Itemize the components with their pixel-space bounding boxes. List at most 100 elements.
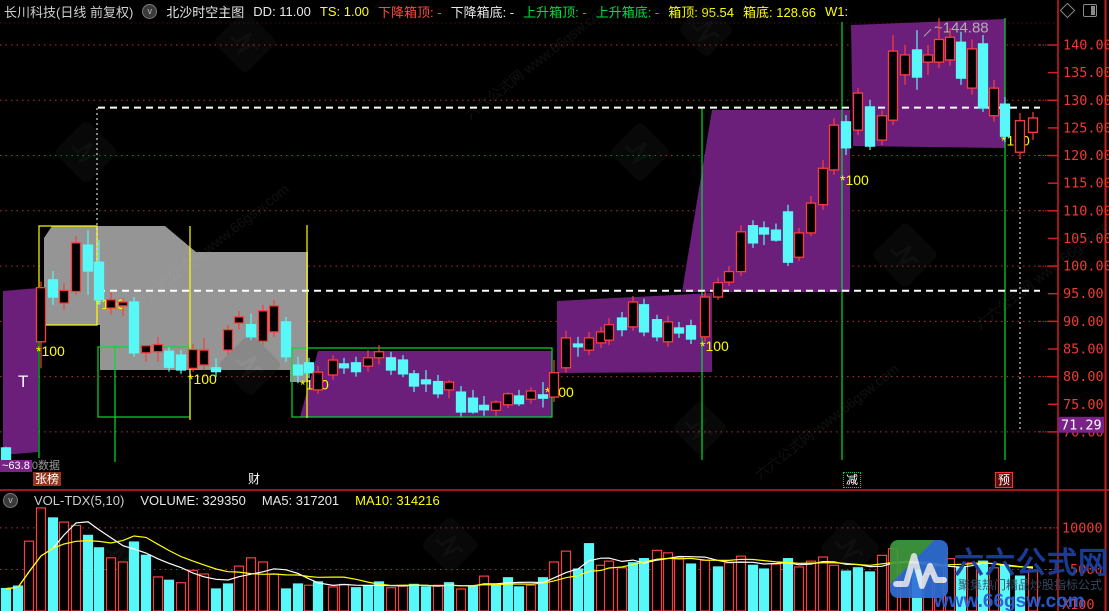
volume-bar [673,557,685,611]
watermark-diamond [674,402,726,454]
indicator-title[interactable]: 北沙时空主图 [166,4,245,20]
event-marker[interactable]: 预 [995,472,1014,488]
vol-indicator-name[interactable]: VOL-TDX(5,10) [34,492,125,508]
candle-down [397,359,409,375]
price-axis-label: 95.00 [1063,286,1104,302]
volume-bar [312,581,324,611]
volume-bar [817,556,829,611]
volume-bar [747,564,759,611]
candle-down [128,301,140,354]
purple-box [3,288,38,455]
box-top-value: 箱顶: 95.54 [668,4,735,20]
vol-axis-label: 5000 [1070,562,1103,578]
volume-pane-header: v VOL-TDX(5,10) VOLUME: 329350 MA5: 3172… [3,492,440,508]
candle-down [0,447,12,462]
volume-bar [793,566,805,611]
volume-bar [638,558,650,611]
candle-up [443,381,455,391]
volume-bar [478,575,490,611]
volume-bar [887,548,899,611]
volume-bar [385,587,397,611]
volume-bar [82,534,94,611]
candle-down [210,367,222,373]
candle-up [58,289,70,304]
price-axis-label: 140.00 [1063,38,1109,54]
candle-down [758,227,770,235]
candle-up [899,54,911,76]
candle-up [312,371,324,391]
volume-bar [70,524,82,611]
price-axis-label: 135.00 [1063,65,1109,81]
volume-bar [327,586,339,611]
volume-bar [966,562,978,611]
price-axis-label: 85.00 [1063,341,1104,357]
watermark-diamond [611,123,669,181]
volume-bar [455,588,467,611]
candle-down [864,106,876,147]
candle-up [525,390,537,400]
candle-down [747,225,759,244]
candle-up [887,50,899,121]
volume-bar [140,554,152,611]
candle-down [455,391,467,413]
split-window-icon[interactable] [1083,4,1097,17]
volume-bar [1027,569,1039,611]
candle-down [478,404,490,411]
volume-bar [852,567,864,611]
candle-up [723,270,735,283]
volume-bar [616,567,628,611]
volume-bar [513,586,525,611]
candle-up [222,328,234,351]
candle-down [616,317,628,331]
volume-bar [117,561,129,611]
candle-up [490,401,502,411]
event-marker[interactable]: 减 [843,472,862,488]
candle-down [673,327,685,334]
price-axis-label: 125.00 [1063,120,1109,136]
candle-down [513,395,525,405]
candle-down [432,380,444,395]
volume-bar [175,582,187,611]
candle-down [408,373,420,387]
candle-up [735,231,747,273]
candle-up [105,299,117,309]
watermark-diamond [873,223,937,287]
high-arrow [923,28,932,37]
candle-up [662,321,674,343]
candle-up [627,301,639,328]
candle-up [117,301,129,307]
last-price-chip [1058,416,1104,433]
volume-bar [338,583,350,611]
candle-up [548,372,560,398]
purple-box [682,110,850,292]
stock-title: 长川科技(日线 前复权) [4,4,134,20]
candle-up [817,167,829,206]
candle-up [152,343,164,353]
volume-bar [662,552,674,611]
purple-box [557,293,712,373]
gray-box [44,226,308,382]
vol-ma5-value: MA5: 317201 [261,492,340,508]
multiplier-annotation: *100 [700,338,729,354]
indicator-collapse-icon[interactable]: v [142,3,158,19]
candle-up [327,359,339,376]
volume-bar [603,560,615,611]
volume-bar [350,587,362,611]
candle-up [140,345,152,354]
volume-bar [210,588,222,611]
event-marker[interactable]: 财 [248,472,261,486]
volume-bar [443,582,455,611]
low-price-label: ~63.8 0数据 [0,460,60,472]
candle-up [805,202,817,234]
multiplier-annotation: *100 [36,343,65,359]
volume-bar [257,561,269,611]
candle-up [603,324,615,341]
candle-up [583,337,595,351]
volume-bar [911,569,923,611]
event-marker[interactable]: 张榜 [33,472,62,486]
candle-up [712,282,724,298]
vol-collapse-icon[interactable]: v [3,492,18,508]
titlebar-icons [1059,2,1097,19]
candle-up [1027,117,1039,133]
